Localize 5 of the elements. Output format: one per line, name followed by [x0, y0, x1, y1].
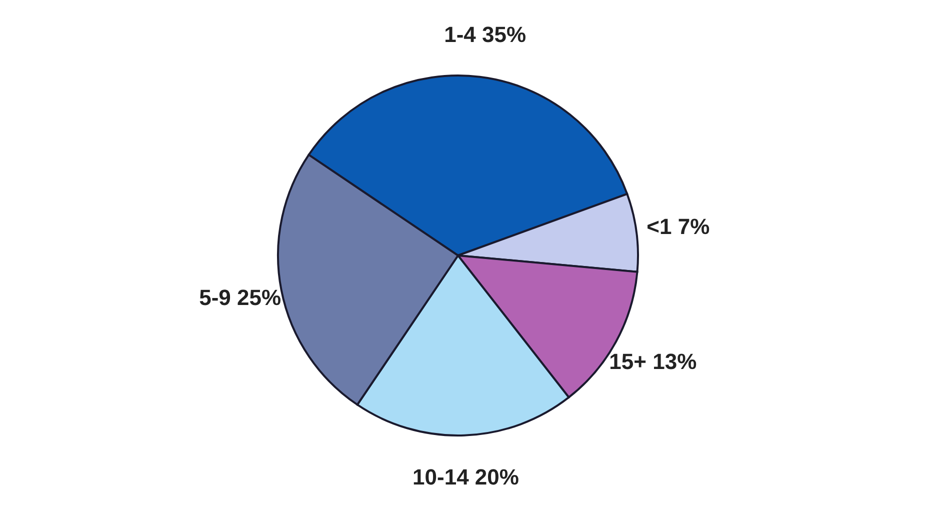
slice-label: 1-4 35% — [444, 22, 526, 48]
slice-label: 15+ 13% — [609, 348, 697, 374]
slice-label: 5-9 25% — [199, 284, 282, 310]
slice-label: <1 7% — [646, 214, 710, 239]
slice-label: 10-14 20% — [412, 464, 519, 490]
